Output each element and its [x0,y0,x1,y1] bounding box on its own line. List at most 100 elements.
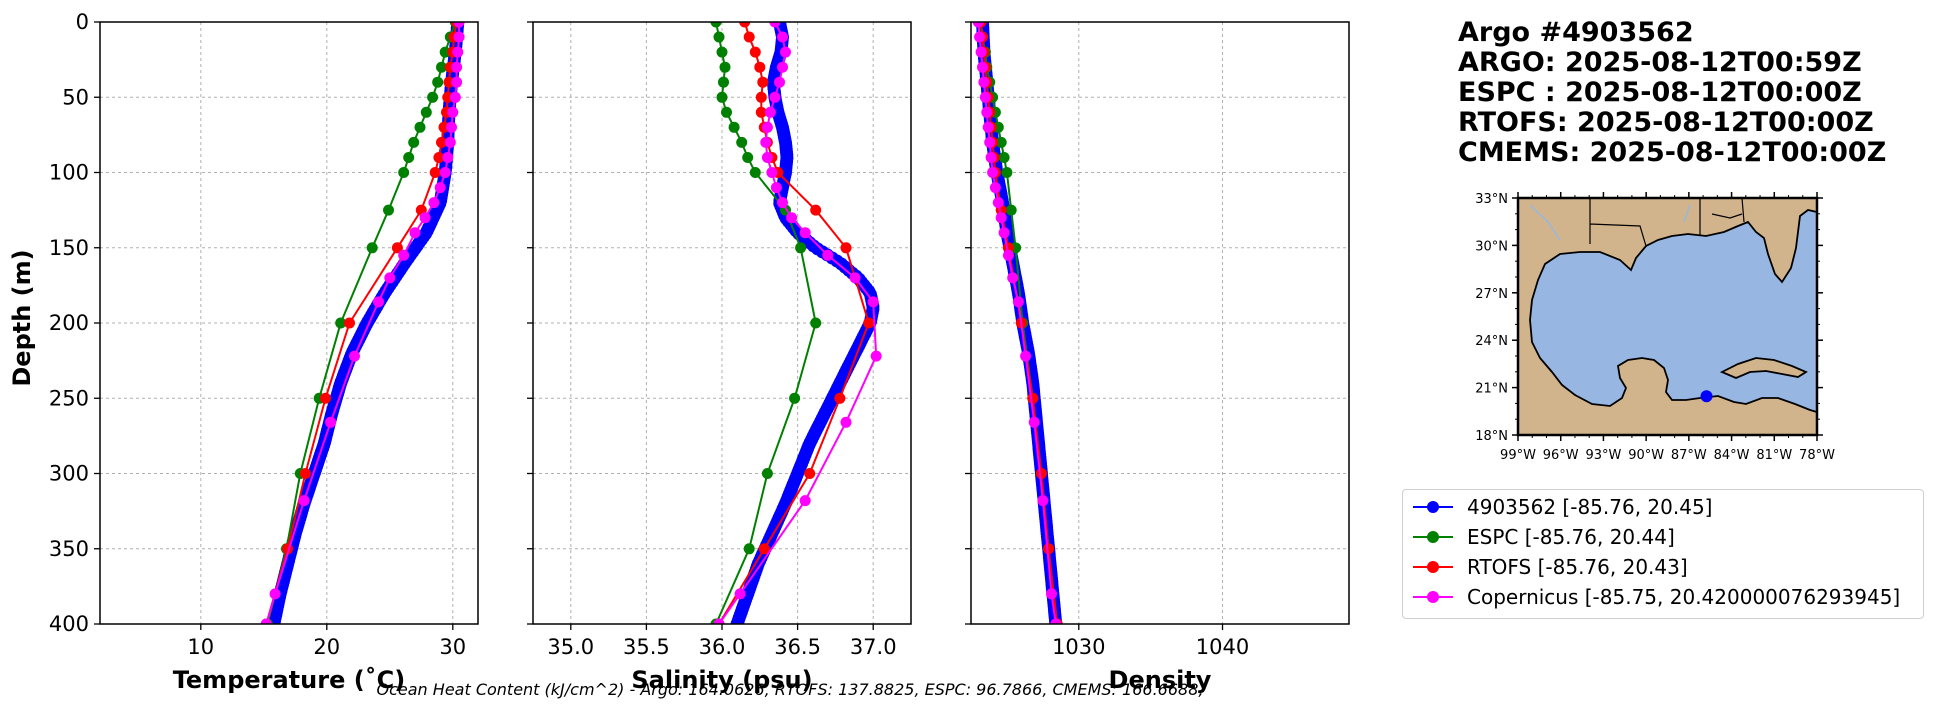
data-point-copernicus [764,106,776,118]
data-point-espc [335,317,347,329]
data-point-copernicus [260,618,272,624]
data-point-copernicus [434,182,446,194]
data-point-copernicus [766,167,778,178]
data-point-copernicus [1046,588,1057,600]
map-lon-label: 81°W [1756,448,1792,463]
x-tick-label: 30 [439,635,466,659]
data-point-copernicus [799,495,811,507]
data-point-espc [398,167,410,178]
x-tick-label: 36.0 [699,635,746,659]
data-point-copernicus [849,272,861,284]
data-point-rtofs [863,317,875,329]
map-rivers [1529,204,1691,241]
data-point-rtofs [443,76,455,88]
data-point-copernicus [325,416,337,428]
data-point-copernicus [972,22,984,28]
data-point-copernicus [989,182,1001,194]
data-point-espc [721,106,732,118]
data-point-copernicus [777,61,788,73]
y-tick-label: 250 [49,386,89,410]
data-point-copernicus [974,31,986,43]
data-point-copernicus [439,167,451,178]
data-point-espc [408,136,420,148]
data-point-espc [789,392,801,404]
data-point-rtofs [320,392,331,404]
data-point-espc [716,91,728,103]
cmems-time: CMEMS: 2025-08-12T00:00Z [1458,137,1887,168]
data-point-copernicus [774,76,785,88]
data-point-espc [366,242,378,254]
data-point-copernicus [442,152,454,163]
y-tick-label: 350 [49,537,89,561]
data-point-rtofs [755,106,767,118]
legend-swatch [1411,523,1455,551]
data-point-rtofs [755,91,767,103]
data-point-copernicus [761,152,773,163]
chart-panel-2: 35.0 35.5 36.0 36.5 37.0 Salinity (psu) [527,21,912,694]
map-lon-label: 78°W [1799,448,1835,463]
data-point-copernicus [760,136,772,148]
ocean-heat-content: Ocean Heat Content (kJ/cm^2) - Argo: 164… [376,680,1204,699]
data-point-espc [432,76,444,88]
data-point-copernicus [870,350,882,362]
data-point-copernicus [1028,416,1040,428]
data-point-rtofs [757,76,769,88]
map-lat-label: 27°N [1475,287,1508,302]
data-point-espc [795,242,807,254]
data-point-copernicus [428,197,440,209]
data-point-copernicus [984,136,996,148]
map-cuba [1719,357,1808,379]
data-point-espc [728,121,740,133]
data-point-copernicus [419,212,431,224]
data-point-espc [1001,167,1013,178]
y-tick-label: 100 [49,161,89,185]
data-point-copernicus [1007,272,1019,284]
data-point-rtofs [840,242,852,254]
data-point-rtofs [1043,543,1055,555]
x-tick-label: 20 [313,635,340,659]
data-point-copernicus [452,46,464,58]
data-point-espc [761,468,773,479]
legend-label: 4903562 [-85.76, 20.45] [1467,495,1713,519]
chart-panel-1: 0 50 100 150 200 250 300 350 400 10 20 30 Temperatur… [49,10,479,694]
legend: 4903562 [-85.76, 20.45] ESPC [-85.76, 20… [1402,489,1924,619]
legend-entry-rtofs: RTOFS [-85.76, 20.43] [1411,553,1688,581]
data-point-espc [718,76,729,88]
espc-time: ESPC : 2025-08-12T00:00Z [1458,77,1862,108]
data-point-rtofs [344,317,355,329]
data-point-copernicus [373,296,384,308]
data-point-copernicus [777,197,788,209]
data-point-espc [439,46,451,58]
legend-entry-argo: 4903562 [-85.76, 20.45] [1411,493,1712,521]
data-point-copernicus [349,350,360,362]
data-point-rtofs [834,392,846,404]
data-point-espc [716,46,728,58]
legend-entry-copernicus: Copernicus [-85.75, 20.420000076293945] [1411,583,1900,611]
data-point-copernicus [998,227,1010,239]
data-point-copernicus [1002,249,1014,261]
map-lat-label: 21°N [1475,382,1508,397]
data-point-rtofs [754,61,766,73]
y-tick-label: 400 [49,612,89,636]
data-point-copernicus [447,106,459,118]
x-tick-label: 35.0 [547,635,594,659]
legend-label: RTOFS [-85.76, 20.43] [1467,555,1688,579]
x-tick-label: 10 [187,635,214,659]
data-point-espc [414,121,426,133]
map-lon-label: 99°W [1500,448,1536,463]
y-tick-label: 200 [49,311,89,335]
data-point-espc [719,61,731,73]
data-point-espc [403,152,415,163]
map-lon-label: 90°W [1628,448,1664,463]
data-point-copernicus [799,227,811,239]
data-point-copernicus [384,272,396,284]
data-point-copernicus [769,22,781,28]
data-point-espc [710,22,722,28]
legend-label: ESPC [-85.76, 20.44] [1467,525,1675,549]
data-point-copernicus [977,61,988,73]
data-point-copernicus [1020,350,1032,362]
data-point-rtofs [758,543,770,555]
data-point-copernicus [398,249,410,261]
data-point-espc [810,317,822,329]
legend-entry-espc: ESPC [-85.76, 20.44] [1411,523,1675,551]
